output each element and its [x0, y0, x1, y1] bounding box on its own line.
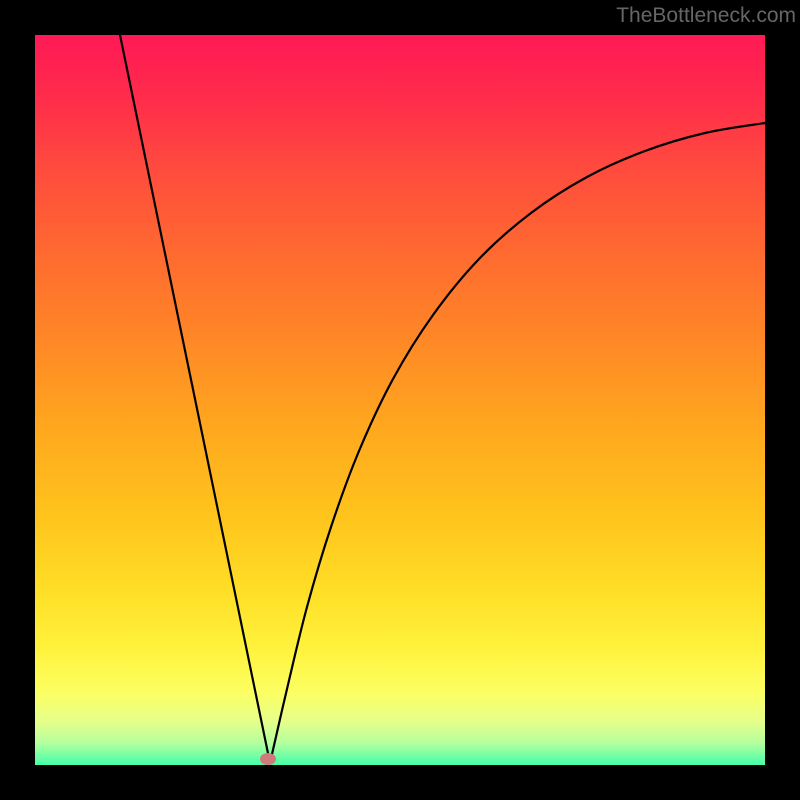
plot-area [35, 35, 765, 765]
chart-frame: TheBottleneck.com [0, 0, 800, 800]
bottleneck-curve [35, 35, 765, 765]
optimal-point-marker [260, 753, 276, 765]
watermark-text: TheBottleneck.com [616, 4, 796, 28]
